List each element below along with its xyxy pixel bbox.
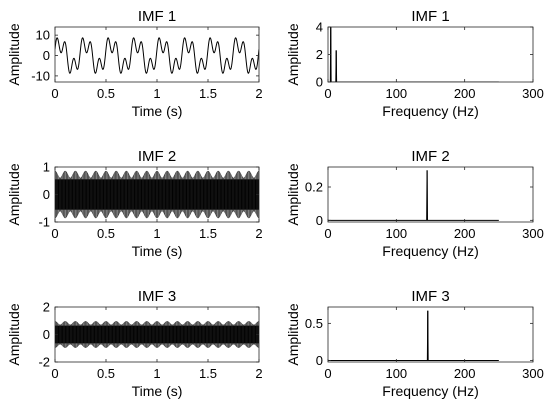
- x-tick-label: 1.5: [199, 226, 217, 241]
- y-tick-label: -1: [38, 215, 50, 230]
- signal-carrier: [55, 321, 259, 348]
- y-tick-label: 4: [316, 20, 323, 35]
- y-tick-label: 0: [316, 75, 323, 90]
- y-tick-label: 2: [43, 300, 50, 315]
- y-axis-label: Amplitude: [285, 23, 301, 85]
- subplot-title: IMF 2: [138, 148, 176, 165]
- x-axis-label: Frequency (Hz): [382, 383, 478, 399]
- y-tick-label: 0.2: [305, 180, 323, 195]
- x-axis-label: Frequency (Hz): [382, 103, 478, 119]
- x-tick-label: 0.5: [97, 86, 115, 101]
- y-tick-label: 0: [43, 327, 50, 342]
- y-tick-label: 10: [36, 28, 50, 43]
- axes-box: [54, 26, 260, 83]
- x-tick-label: 200: [454, 86, 476, 101]
- x-tick-label: 2: [255, 366, 262, 381]
- y-tick-label: 2: [316, 47, 323, 62]
- subplot-6: 0 100 200 300 0 0.5 IMF 3 Frequency (Hz) Amplitu…: [285, 288, 544, 399]
- x-tick-label: 1: [153, 86, 160, 101]
- axes-box: [327, 166, 534, 223]
- y-tick-label: 1: [43, 160, 50, 175]
- subplot-title: IMF 1: [411, 8, 449, 25]
- y-tick-label: -10: [31, 68, 50, 83]
- x-tick-label: 200: [454, 366, 476, 381]
- x-tick-label: 1: [153, 366, 160, 381]
- subplot-4: 0 100 200 300 0 0.2 IMF 2 Frequency (Hz) Amplitu…: [285, 148, 544, 259]
- signal-carrier: [55, 171, 259, 218]
- x-tick-label: 0: [324, 366, 331, 381]
- x-tick-label: 0: [51, 366, 58, 381]
- y-tick-label: 0: [43, 187, 50, 202]
- y-tick-label: 0: [43, 48, 50, 63]
- subplot-title: IMF 1: [138, 8, 176, 25]
- x-tick-label: 2: [255, 86, 262, 101]
- y-axis-label: Amplitude: [285, 163, 301, 225]
- y-tick-label: 0.5: [305, 316, 323, 331]
- y-axis-label: Amplitude: [6, 23, 22, 85]
- x-tick-label: 100: [385, 366, 407, 381]
- spectrum-line: [328, 170, 499, 221]
- x-tick-label: 0.5: [97, 226, 115, 241]
- signal-core: [55, 179, 259, 210]
- spectrum-line: [328, 27, 499, 82]
- x-tick-label: 100: [385, 226, 407, 241]
- subplot-2: 0 100 200 300 0 2 4 IMF 1 Frequency (Hz) Amplitud…: [285, 8, 544, 119]
- plot-area: [328, 27, 499, 82]
- y-axis-label: Amplitude: [6, 303, 22, 365]
- x-tick-label: 2: [255, 226, 262, 241]
- x-axis-label: Time (s): [132, 383, 183, 399]
- x-tick-label: 0: [51, 226, 58, 241]
- plot-area: [55, 37, 259, 74]
- subplot-title: IMF 3: [411, 288, 449, 305]
- plot-area: [55, 170, 259, 219]
- x-axis-label: Frequency (Hz): [382, 243, 478, 259]
- signal-core: [55, 325, 259, 344]
- plot-area: [328, 310, 499, 362]
- series-line: [55, 37, 259, 74]
- y-tick-label: 0: [316, 353, 323, 368]
- x-tick-label: 0.5: [97, 366, 115, 381]
- y-axis-label: Amplitude: [6, 163, 22, 225]
- y-axis-label: Amplitude: [285, 303, 301, 365]
- x-tick-label: 300: [522, 226, 544, 241]
- x-tick-label: 1.5: [199, 366, 217, 381]
- x-axis-label: Time (s): [132, 243, 183, 259]
- x-tick-label: 0: [51, 86, 58, 101]
- x-tick-label: 0: [324, 226, 331, 241]
- y-tick-label: -2: [38, 355, 50, 370]
- x-tick-label: 300: [522, 86, 544, 101]
- plot-area: [55, 321, 259, 348]
- axes-box: [327, 26, 534, 83]
- subplot-title: IMF 3: [138, 288, 176, 305]
- x-tick-label: 100: [385, 86, 407, 101]
- plot-area: [328, 170, 499, 221]
- x-axis-label: Time (s): [132, 103, 183, 119]
- y-tick-label: 0: [316, 213, 323, 228]
- x-tick-label: 300: [522, 366, 544, 381]
- x-tick-label: 1.5: [199, 86, 217, 101]
- axes-box: [327, 306, 534, 363]
- subplot-title: IMF 2: [411, 148, 449, 165]
- x-tick-label: 200: [454, 226, 476, 241]
- spectrum-line: [328, 310, 499, 362]
- x-tick-label: 0: [324, 86, 331, 101]
- x-tick-label: 1: [153, 226, 160, 241]
